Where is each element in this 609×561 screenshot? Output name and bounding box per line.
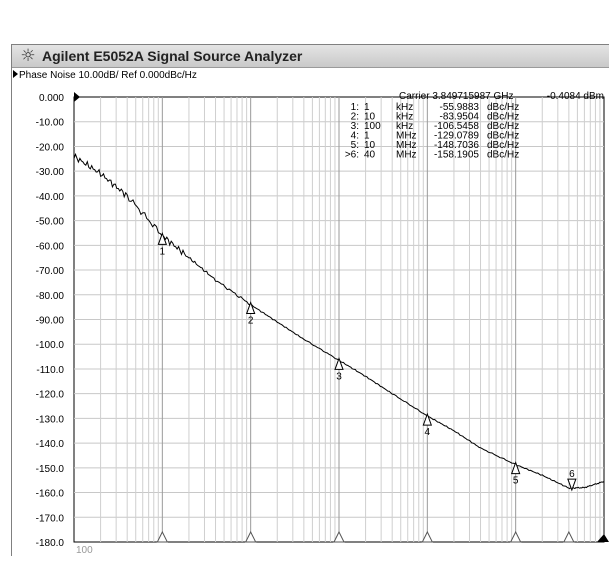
marker-readout: Carrier 3.849715987 GHz -0.4084 dBm 1: 1 k… [345, 91, 604, 161]
marker-1-label: 1 [160, 246, 166, 257]
axis-marker-triangle [333, 530, 345, 543]
phase-noise-chart[interactable]: 0.000 -10.00 -20.00 -30.00 -40.00 -50.00 -60.0… [12, 82, 609, 557]
carrier-power: -0.4084 dBm [547, 91, 604, 102]
readout-cell: dBc/Hz [487, 102, 519, 113]
chart-grid [73, 96, 605, 543]
readout-cell: 2: [351, 112, 359, 123]
readout-cell: 10 [364, 140, 376, 151]
y-tick-label: -10.00 [36, 118, 65, 129]
readout-cell: 1 [364, 131, 370, 142]
y-tick-label: -180.0 [36, 538, 65, 549]
reference-level-pointer [74, 92, 80, 102]
chart-markers: 1 2 3 4 5 6 [157, 231, 577, 492]
readout-cell: 1 [364, 102, 370, 113]
marker-4-triangle [422, 412, 433, 426]
readout-cell: dBc/Hz [487, 131, 519, 142]
readout-cell: 3: [351, 121, 359, 132]
readout-cell: kHz [396, 102, 413, 113]
readout-cell: MHz [396, 131, 417, 142]
y-tick-label: -150.0 [36, 464, 65, 475]
readout-cell: -148.7036 [434, 140, 479, 151]
y-tick-label: -60.00 [36, 241, 65, 252]
marker-3-label: 3 [336, 371, 342, 382]
y-tick-label: -160.0 [36, 489, 65, 500]
axis-marker-triangle [421, 530, 434, 543]
axis-marker-triangle [156, 530, 169, 543]
y-tick-label: -130.0 [36, 414, 65, 425]
x-tick-label: 100 [76, 545, 93, 556]
readout-cell: -129.0789 [434, 131, 479, 142]
trace-label[interactable]: Phase Noise 10.00dB/ Ref 0.000dBc/Hz [13, 70, 197, 82]
readout-cell: dBc/Hz [487, 140, 519, 151]
readout-cell: -55.9883 [440, 102, 480, 113]
readout-cell: kHz [396, 112, 413, 123]
y-tick-label: -40.00 [36, 192, 65, 203]
trace-arrow-icon [13, 70, 18, 78]
marker-2-triangle [245, 301, 256, 315]
readout-cell: -83.9504 [440, 112, 480, 123]
y-tick-label: 0.000 [39, 93, 64, 104]
marker-5-label: 5 [513, 476, 519, 487]
window-title: Agilent E5052A Signal Source Analyzer [42, 48, 303, 64]
readout-cell: 4: [351, 131, 359, 142]
readout-cell: >6: [345, 150, 359, 161]
y-tick-label: -90.00 [36, 316, 65, 327]
marker-6-label: 6 [569, 469, 575, 480]
y-tick-label: -80.00 [36, 291, 65, 302]
stop-pointer [597, 534, 609, 542]
marker-1-triangle [157, 231, 168, 245]
marker-5-triangle [510, 461, 521, 475]
title-bar[interactable]: ☼ Agilent E5052A Signal Source Analyzer [12, 45, 609, 68]
readout-cell: kHz [396, 121, 413, 132]
x-axis-ticks: 100 [76, 545, 93, 556]
marker-6-triangle [567, 478, 577, 492]
analyzer-window: ☼ Agilent E5052A Signal Source Analyzer … [11, 44, 609, 556]
y-tick-label: -30.00 [36, 167, 65, 178]
y-tick-label: -170.0 [36, 513, 65, 524]
sun-icon: ☼ [20, 46, 36, 66]
y-tick-label: -100.0 [36, 340, 65, 351]
marker-3-triangle [334, 356, 344, 370]
marker-4-label: 4 [425, 427, 431, 438]
y-tick-label: -140.0 [36, 439, 65, 450]
readout-cell: dBc/Hz [487, 112, 519, 123]
readout-cell: MHz [396, 140, 417, 151]
y-axis-ticks: 0.000 -10.00 -20.00 -30.00 -40.00 -50.00 -60.0… [36, 92, 80, 549]
marker-2-label: 2 [248, 316, 254, 327]
readout-cell: 100 [364, 121, 381, 132]
readout-cell: 1: [351, 102, 359, 113]
readout-cell: 10 [364, 112, 376, 123]
y-tick-label: -20.00 [36, 142, 65, 153]
readout-cell: MHz [396, 150, 417, 161]
readout-cell: -106.5458 [434, 121, 479, 132]
readout-cell: -158.1905 [434, 150, 479, 161]
axis-marker-triangle [244, 530, 257, 543]
phase-noise-trace [73, 152, 605, 490]
trace-label-text: Phase Noise 10.00dB/ Ref 0.000dBc/Hz [19, 70, 197, 81]
carrier-label: Carrier 3.849715987 GHz [399, 91, 514, 102]
y-tick-label: -70.00 [36, 266, 65, 277]
axis-marker-triangle [509, 530, 522, 543]
readout-cell: dBc/Hz [487, 121, 519, 132]
y-tick-label: -50.00 [36, 217, 65, 228]
readout-cell: 40 [364, 150, 376, 161]
y-tick-label: -120.0 [36, 390, 65, 401]
x-axis-bar [156, 530, 609, 543]
axis-marker-triangle [563, 530, 575, 543]
y-tick-label: -110.0 [36, 365, 64, 376]
readout-cell: 5: [351, 140, 359, 151]
readout-cell: dBc/Hz [487, 150, 519, 161]
